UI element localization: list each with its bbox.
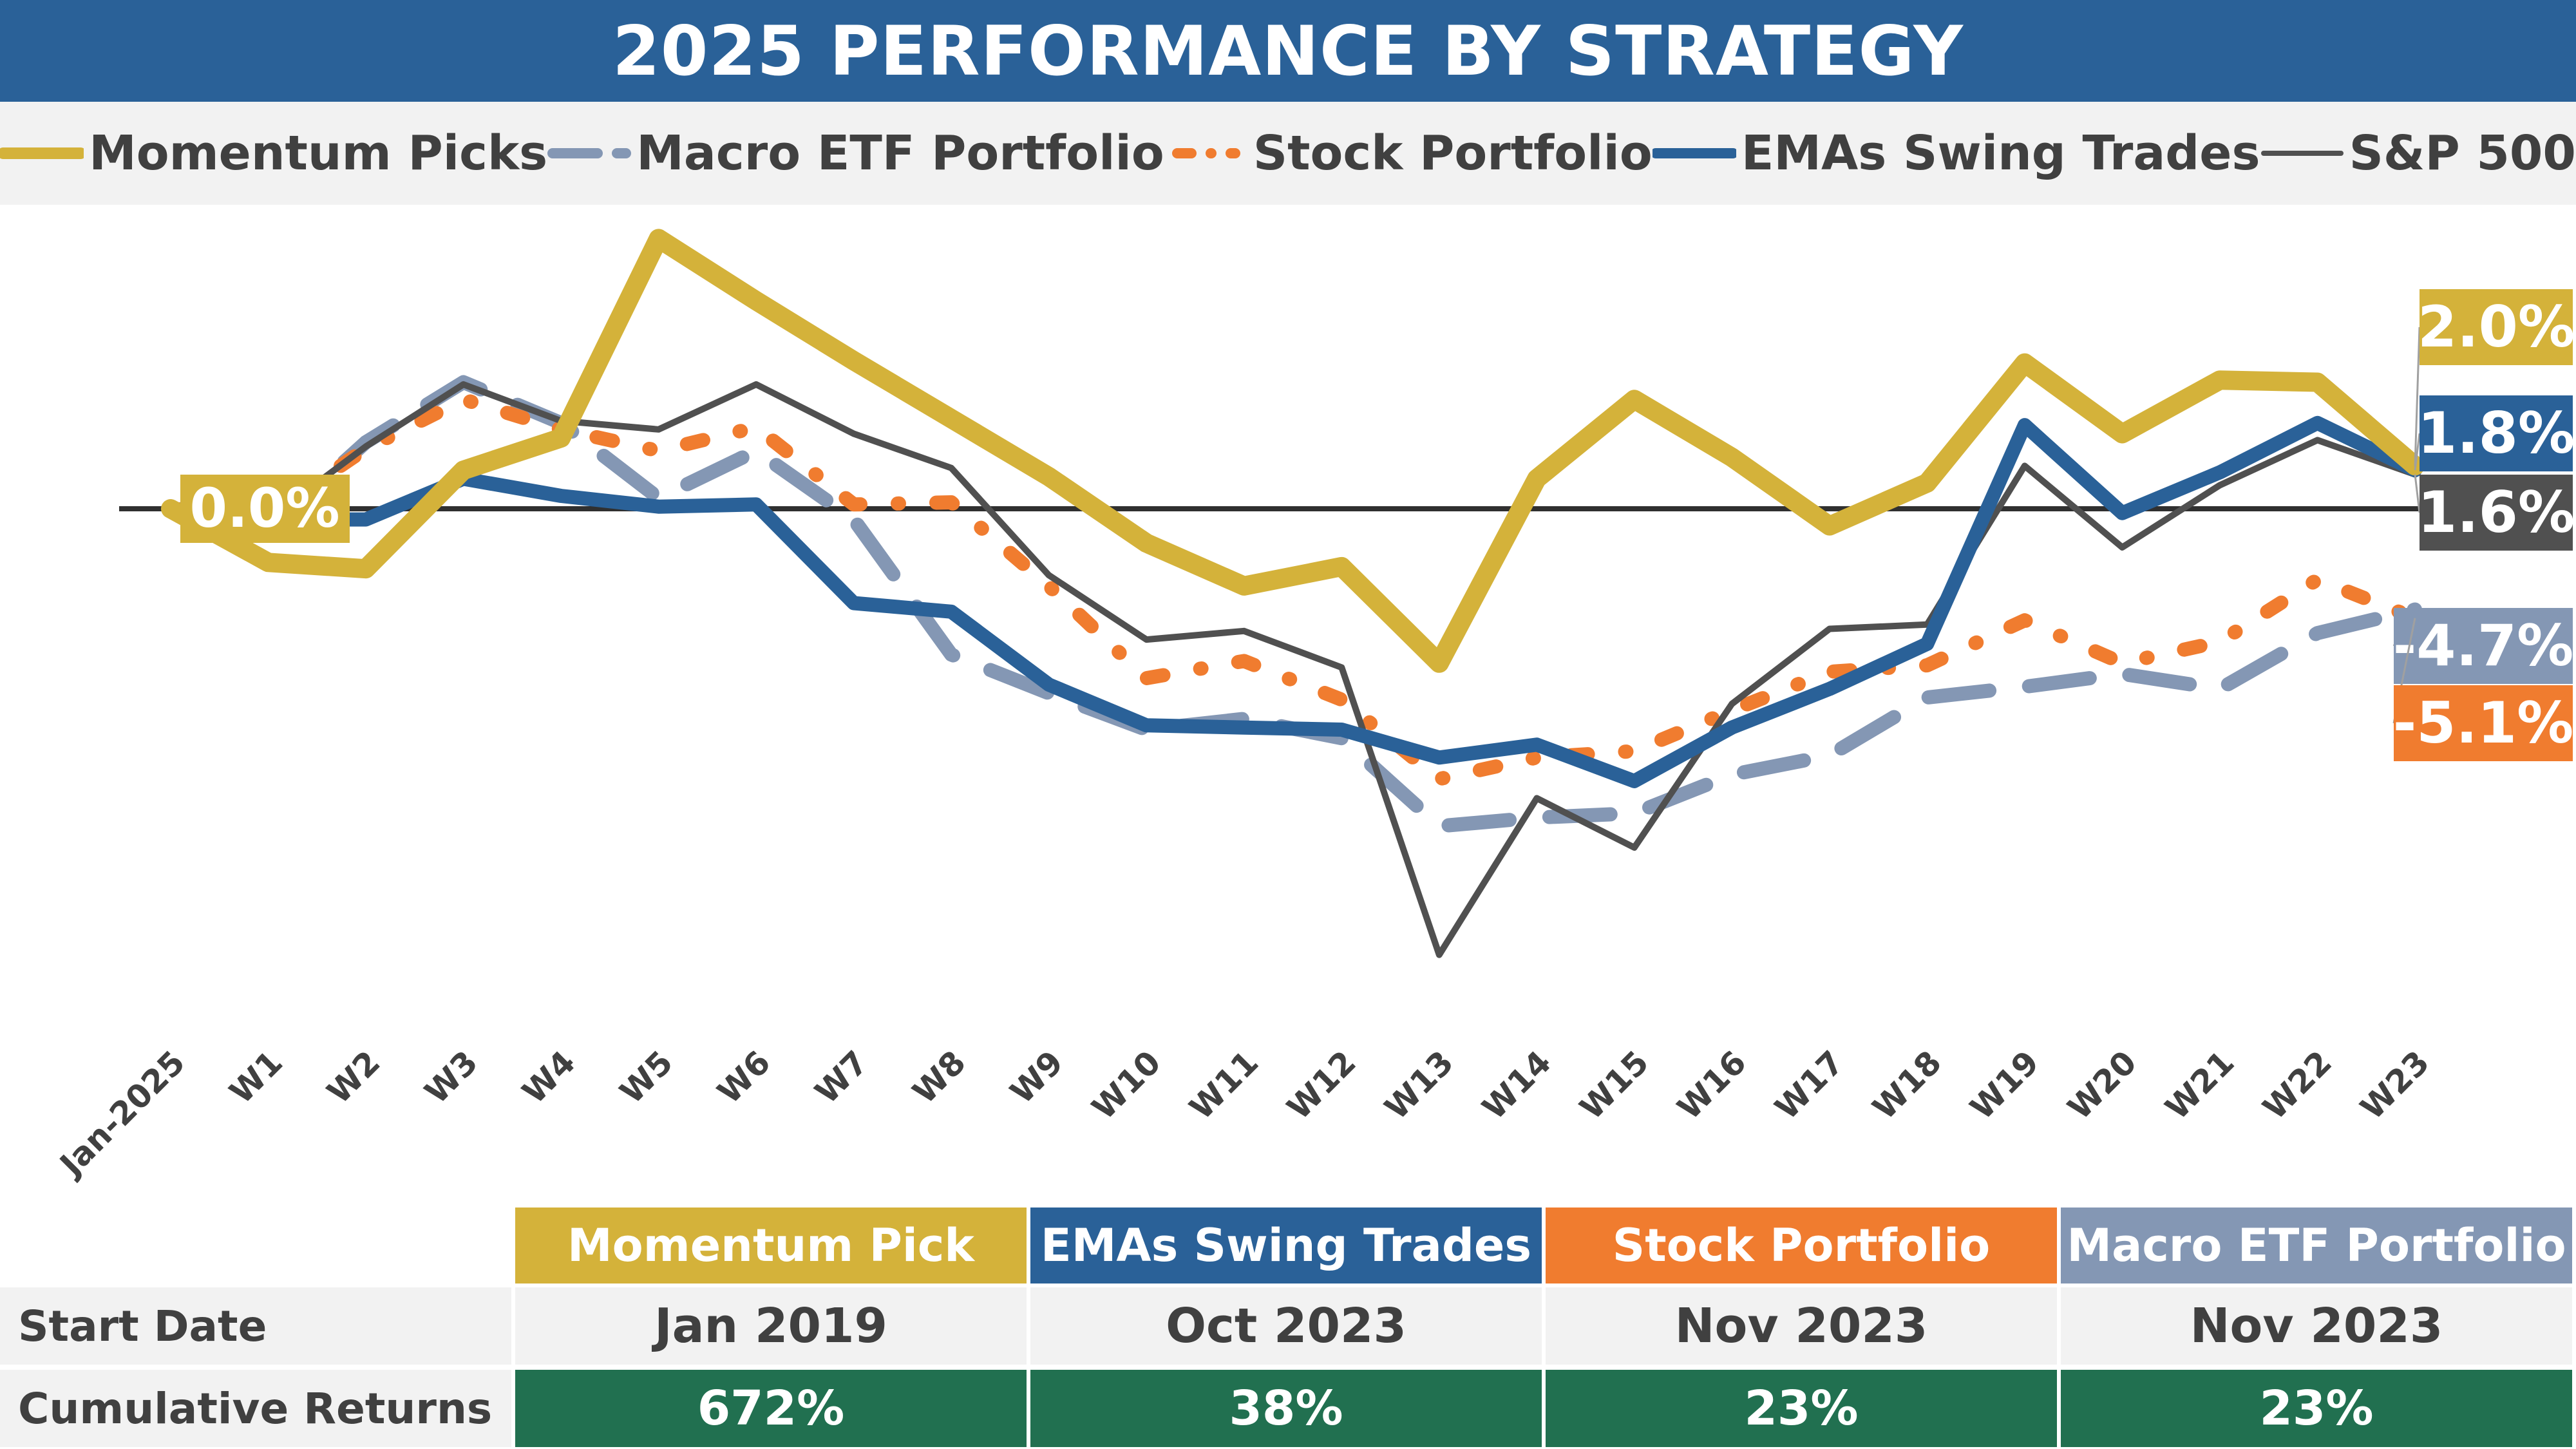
legend-label-sp500: S&P 500 xyxy=(2349,126,2576,181)
data-point-stock-portfolio xyxy=(2219,641,2221,642)
line-chart-svg: Jan-2025 W1 W2 W3 W4 W5 W6 W7 W8 W9 W10 W11 W12 W13 W1… xyxy=(52,229,2575,1184)
x-tick-label: W16 xyxy=(1671,1043,1754,1126)
legend-item-stock-portfolio: Stock Portfolio xyxy=(1164,126,1653,181)
x-tick-label: W22 xyxy=(2256,1043,2339,1126)
legend-item-emas-swing: EMAs Swing Trades xyxy=(1652,126,2260,181)
legend-swatch-stock-portfolio xyxy=(1164,140,1248,166)
legend-label-macro-etf: Macro ETF Portfolio xyxy=(636,126,1164,181)
data-point-stock-portfolio xyxy=(755,426,757,428)
table-cell: Nov 2023 xyxy=(2061,1287,2576,1365)
data-point-macro-etf-portfolio xyxy=(1829,755,1830,756)
x-tick-label: W21 xyxy=(2158,1043,2241,1126)
legend-swatch-sp500 xyxy=(2260,140,2344,166)
series-line-s-p-500 xyxy=(167,381,2418,958)
table-cell: Jan 2019 xyxy=(515,1287,1030,1365)
table-cell: Oct 2023 xyxy=(1030,1287,1546,1365)
legend-swatch-momentum xyxy=(0,140,84,166)
table-cell: 23% xyxy=(2061,1370,2576,1447)
x-tick-label: W4 xyxy=(515,1043,583,1111)
x-tick-label: W2 xyxy=(320,1043,388,1111)
table-header-momentum: Momentum Pick xyxy=(515,1208,1030,1283)
data-point-macro-etf-portfolio xyxy=(2219,688,2221,690)
start-label: 0.0% xyxy=(190,477,340,540)
x-tick-label: W6 xyxy=(710,1043,778,1111)
line-chart: Jan-2025 W1 W2 W3 W4 W5 W6 W7 W8 W9 W10 W11 W12 W13 W1… xyxy=(0,205,2576,1203)
series-line-momentum-picks xyxy=(161,229,2425,673)
data-point-macro-etf-portfolio xyxy=(658,497,659,498)
legend-label-momentum: Momentum Picks xyxy=(89,126,548,181)
data-point-macro-etf-portfolio xyxy=(1634,813,1635,814)
table-row-cumulative-returns: Cumulative Returns 672% 38% 23% 23% xyxy=(0,1370,2576,1447)
x-tick-label: W12 xyxy=(1280,1043,1363,1126)
x-tick-label: Jan-2025 xyxy=(52,1043,192,1184)
x-tick-label: W11 xyxy=(1182,1043,1265,1126)
x-tick-label: W14 xyxy=(1475,1043,1558,1126)
data-point-stock-portfolio xyxy=(1634,750,1635,752)
table-cell: 23% xyxy=(1546,1370,2061,1447)
table-cell: 38% xyxy=(1030,1370,1546,1447)
end-label-box-s-p-500 xyxy=(2420,475,2573,551)
end-label-leader-s-p-500 xyxy=(2414,474,2421,513)
table-row-label: Start Date xyxy=(0,1287,515,1365)
end-label-macro-etf-portfolio: -4.7% xyxy=(2393,612,2574,679)
x-tick-label: W19 xyxy=(1963,1043,2046,1126)
x-tick-label: W7 xyxy=(808,1043,876,1111)
x-tick-label: W8 xyxy=(905,1043,973,1111)
legend-swatch-emas-swing xyxy=(1652,140,1736,166)
chart-title: 2025 PERFORMANCE BY STRATEGY xyxy=(0,0,2576,102)
table-header-emas-swing: EMAs Swing Trades xyxy=(1030,1208,1546,1283)
end-label-s-p-500: 1.6% xyxy=(2418,479,2575,545)
start-label-box xyxy=(180,475,350,543)
x-tick-label: W23 xyxy=(2353,1043,2436,1126)
data-point-macro-etf-portfolio xyxy=(1731,774,1732,775)
table-cell: Nov 2023 xyxy=(1546,1287,2061,1365)
end-label-leader-emas-swing-trades xyxy=(2414,433,2421,471)
x-tick-label: W18 xyxy=(1866,1043,1949,1126)
legend-label-emas-swing: EMAs Swing Trades xyxy=(1741,126,2260,181)
table-header-stock-portfolio: Stock Portfolio xyxy=(1546,1208,2061,1283)
legend-swatch-macro-etf xyxy=(547,140,632,166)
end-label-momentum-picks: 2.0% xyxy=(2418,294,2575,360)
table-row-start-date: Start Date Jan 2019 Oct 2023 Nov 2023 No… xyxy=(0,1287,2576,1365)
x-tick-label: W1 xyxy=(222,1043,290,1111)
legend-label-stock-portfolio: Stock Portfolio xyxy=(1253,126,1653,181)
x-tick-label: W9 xyxy=(1003,1043,1071,1111)
data-point-macro-etf-portfolio xyxy=(1536,817,1537,819)
table-row-label: Cumulative Returns xyxy=(0,1370,515,1447)
series-line-emas-swing-trades xyxy=(164,415,2422,788)
end-label-emas-swing-trades: 1.8% xyxy=(2418,400,2575,466)
legend-item-momentum: Momentum Picks xyxy=(0,126,547,181)
table-header-row: Momentum Pick EMAs Swing Trades Stock Po… xyxy=(0,1208,2576,1283)
x-tick-label: W10 xyxy=(1084,1043,1168,1126)
end-label-leader-momentum-picks xyxy=(2414,327,2421,466)
data-point-stock-portfolio xyxy=(2121,663,2123,664)
end-label-box-macro-etf-portfolio xyxy=(2394,608,2573,684)
table-cell: 672% xyxy=(515,1370,1030,1447)
table-corner xyxy=(0,1208,515,1283)
end-label-box-momentum-picks xyxy=(2420,289,2573,365)
x-tick-label: W13 xyxy=(1378,1043,1461,1126)
series-line-stock-portfolio xyxy=(164,392,2422,786)
x-tick-label: W20 xyxy=(2061,1043,2144,1126)
data-point-macro-etf-portfolio xyxy=(755,450,757,451)
legend: Momentum Picks Macro ETF Portfolio Stock… xyxy=(0,102,2576,205)
table-header-macro-etf: Macro ETF Portfolio xyxy=(2061,1208,2576,1283)
data-point-stock-portfolio xyxy=(658,450,659,451)
end-label-box-emas-swing-trades xyxy=(2420,395,2573,471)
x-tick-label: W5 xyxy=(612,1043,680,1111)
legend-item-sp500: S&P 500 xyxy=(2260,126,2576,181)
x-tick-label: W3 xyxy=(417,1043,485,1111)
legend-item-macro-etf: Macro ETF Portfolio xyxy=(547,126,1164,181)
end-label-stock-portfolio: -5.1% xyxy=(2393,690,2574,756)
end-label-box-stock-portfolio xyxy=(2394,685,2573,761)
data-point-macro-etf-portfolio xyxy=(1439,826,1440,827)
x-tick-label: W15 xyxy=(1573,1043,1656,1126)
x-tick-label: W17 xyxy=(1768,1043,1851,1126)
strategy-table: Momentum Pick EMAs Swing Trades Stock Po… xyxy=(0,1208,2576,1449)
